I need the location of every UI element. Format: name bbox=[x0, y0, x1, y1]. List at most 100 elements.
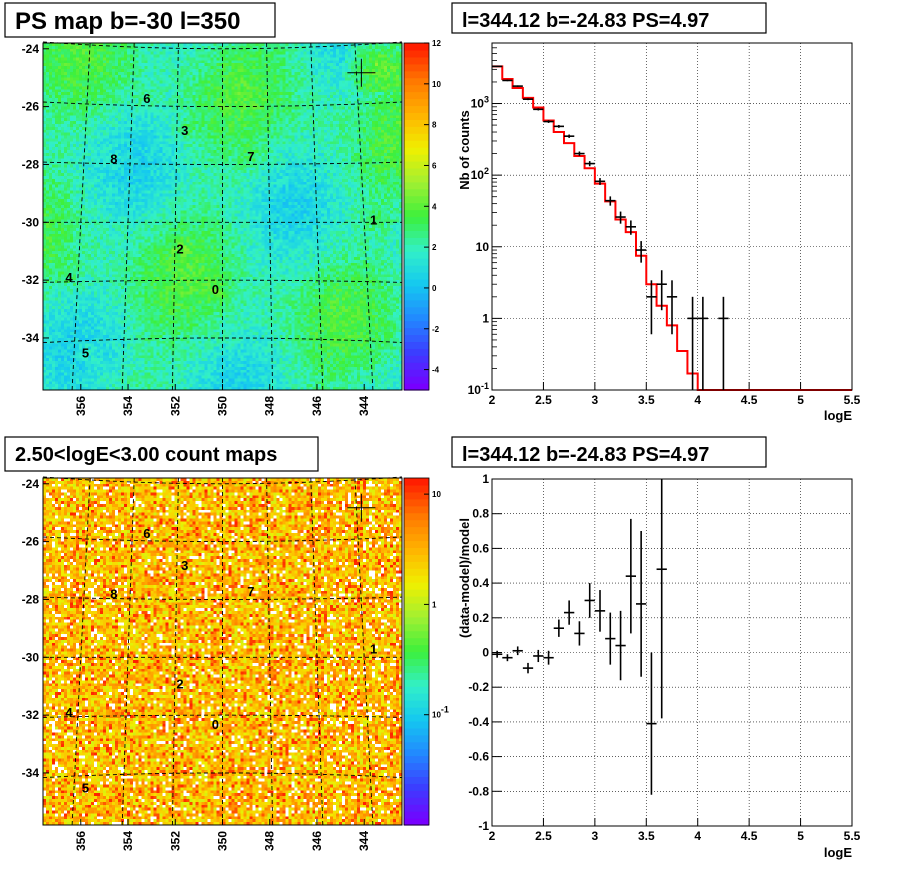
colorbar-cell bbox=[404, 341, 429, 349]
source-label: 1 bbox=[370, 212, 377, 227]
colorbar-cell bbox=[404, 327, 429, 336]
y-tick-label: 102 bbox=[471, 166, 489, 182]
colorbar-cell bbox=[404, 644, 429, 653]
colorbar-cell bbox=[404, 589, 429, 597]
x-tick-label: 3.5 bbox=[638, 393, 655, 407]
colorbar-cell bbox=[404, 693, 429, 701]
spectrum-xlabel: logE bbox=[824, 408, 852, 423]
colorbar-cell bbox=[404, 383, 429, 391]
spectrum-title: l=344.12 b=-24.83 PS=4.97 bbox=[462, 10, 709, 32]
y-tick-label: 0.8 bbox=[472, 507, 489, 521]
y-tick-label: -32 bbox=[22, 273, 40, 287]
y-tick-label: 10-1 bbox=[468, 381, 489, 397]
colorbar-cell bbox=[404, 526, 429, 535]
ps-map-grid bbox=[42, 41, 403, 391]
x-tick-label: 3.5 bbox=[638, 829, 655, 843]
x-tick-label: 344 bbox=[357, 831, 371, 851]
colorbar-cell bbox=[404, 313, 429, 322]
source-label: 7 bbox=[247, 149, 254, 164]
colorbar-cell bbox=[404, 533, 429, 542]
colorbar-cell bbox=[404, 818, 429, 826]
y-tick-label: -34 bbox=[22, 331, 40, 345]
x-tick-label: 350 bbox=[216, 831, 230, 851]
colorbar-cell bbox=[404, 174, 429, 183]
parallel-line bbox=[42, 714, 403, 718]
colorbar-cell bbox=[404, 285, 429, 294]
colorbar-cell bbox=[404, 602, 429, 611]
count-map-title-box bbox=[4, 436, 319, 472]
colorbar-tick-label: 12 bbox=[432, 39, 441, 48]
colorbar-cell bbox=[404, 98, 429, 107]
source-label: 0 bbox=[212, 282, 219, 297]
ps-map-title: PS map b=-30 l=350 bbox=[15, 8, 240, 35]
colorbar-cell bbox=[404, 126, 429, 134]
y-tick-label: 103 bbox=[471, 95, 489, 111]
colorbar-cell bbox=[404, 237, 429, 245]
colorbar-tick-label: 2 bbox=[432, 243, 437, 252]
residuals-title-box bbox=[451, 436, 767, 468]
parallel-line bbox=[42, 101, 403, 108]
y-tick-label: -26 bbox=[22, 100, 40, 114]
colorbar-cell bbox=[404, 202, 429, 211]
x-tick-label: 346 bbox=[310, 396, 324, 416]
colorbar-tick-label: 10 bbox=[432, 80, 441, 89]
x-tick-label: 344 bbox=[357, 396, 371, 416]
colorbar-cell bbox=[404, 713, 429, 722]
colorbar-cell bbox=[404, 188, 429, 197]
x-tick-label: 5 bbox=[797, 393, 804, 407]
colorbar-cell bbox=[404, 797, 429, 805]
y-tick-label: 0.2 bbox=[472, 611, 489, 625]
source-label: 8 bbox=[110, 587, 117, 602]
colorbar-cell bbox=[404, 195, 429, 204]
x-tick-label: 348 bbox=[263, 831, 277, 851]
colorbar-cell bbox=[404, 376, 429, 384]
y-tick-label: -30 bbox=[22, 215, 40, 229]
x-tick-label: 346 bbox=[310, 831, 324, 851]
x-tick-label: 348 bbox=[263, 396, 277, 416]
source-label: 5 bbox=[82, 780, 89, 795]
x-tick-label: 5.5 bbox=[844, 393, 861, 407]
colorbar-tick-label: 6 bbox=[432, 161, 437, 170]
colorbar-tick-label: 10 bbox=[432, 490, 441, 499]
colorbar-cell bbox=[404, 160, 429, 169]
spectrum-plot: 2 2.5 3 3.5 4 4.5 5 5.5 10-1 1 10 102 103 bbox=[468, 42, 861, 407]
colorbar-cell bbox=[404, 658, 429, 666]
meridian-line bbox=[310, 42, 324, 391]
colorbar-cell bbox=[404, 167, 429, 176]
x-tick-label: 356 bbox=[74, 396, 88, 416]
x-tick-label: 2.5 bbox=[535, 829, 552, 843]
parallel-line bbox=[42, 772, 403, 779]
x-tick-label: 5 bbox=[797, 829, 804, 843]
y-tick-label: 0.4 bbox=[472, 576, 489, 590]
count-map-sources: 0 1 2 3 4 5 6 7 8 bbox=[65, 526, 377, 795]
spectrum-title-box bbox=[451, 2, 767, 34]
colorbar-cell bbox=[404, 686, 429, 694]
colorbar-cell bbox=[404, 84, 429, 93]
colorbar-cell bbox=[404, 748, 429, 757]
meridian-line bbox=[71, 477, 91, 826]
colorbar-tick-label: 10-1 bbox=[432, 705, 449, 720]
source-label: 1 bbox=[370, 642, 377, 657]
meridian-line bbox=[171, 42, 179, 391]
colorbar-cell bbox=[404, 769, 429, 778]
parallel-line bbox=[42, 41, 403, 50]
parallel-line bbox=[42, 536, 403, 543]
colorbar-cell bbox=[404, 112, 429, 120]
colorbar-cell bbox=[404, 755, 429, 764]
spectrum-ylabel: Nb of counts bbox=[457, 110, 472, 189]
source-label: 6 bbox=[143, 91, 150, 106]
residuals-panel: l=344.12 b=-24.83 PS=4.97 2 2.5 3 3.5 4 4.5 5 5… bbox=[451, 436, 861, 860]
meridian-line bbox=[266, 477, 274, 826]
x-tick-label: 352 bbox=[168, 831, 182, 851]
colorbar-cell bbox=[404, 292, 429, 301]
colorbar-cell bbox=[404, 334, 429, 343]
colorbar-cell bbox=[404, 49, 429, 58]
colorbar-cell bbox=[404, 568, 429, 576]
colorbar-tick-label: -4 bbox=[432, 366, 440, 375]
ps-map-sources: 0 1 2 3 4 5 6 7 8 bbox=[65, 91, 377, 360]
colorbar-cell bbox=[404, 70, 429, 79]
colorbar-cell bbox=[404, 478, 429, 486]
colorbar-cell bbox=[404, 209, 429, 218]
colorbar-cell bbox=[404, 244, 429, 252]
